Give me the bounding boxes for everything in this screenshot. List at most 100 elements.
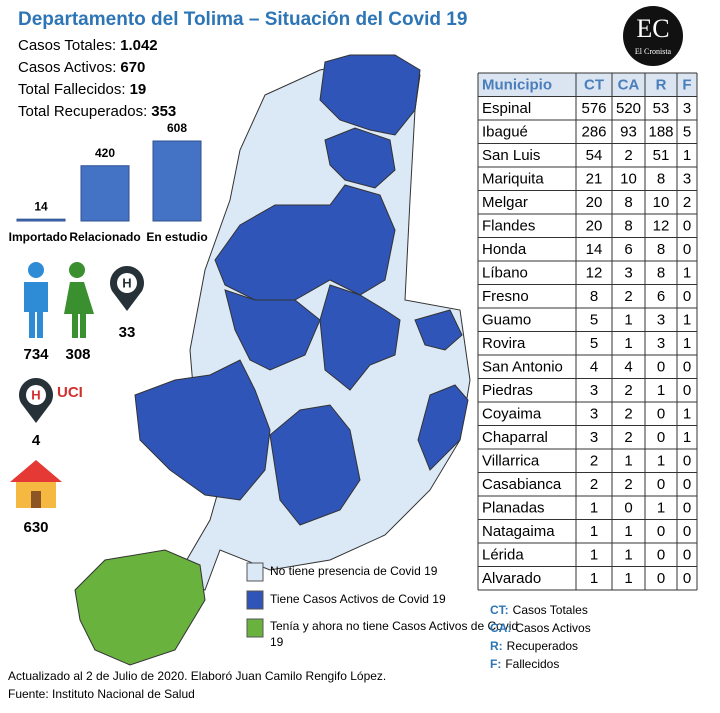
uci-pin-inner [26, 385, 46, 405]
table-cell: 20 [586, 194, 603, 211]
table-cell: 3 [590, 382, 598, 399]
table-cell: 8 [590, 288, 598, 305]
table-cell: Lérida [482, 547, 524, 564]
table-header: R [656, 77, 667, 94]
map [74, 54, 471, 666]
table-cell: 0 [683, 523, 691, 540]
table-cell: 1 [590, 570, 598, 587]
stat: Total Recuperados: 353 [18, 103, 176, 120]
text-part: Casos Activos: [18, 59, 116, 76]
table-cell: 12 [653, 218, 670, 235]
text-part: Casos Activos [515, 621, 590, 635]
table-cell: 53 [653, 100, 670, 117]
table-cell: 8 [624, 194, 632, 211]
table-cell: 1 [624, 523, 632, 540]
text-part: 670 [120, 59, 145, 76]
table-cell: 0 [657, 429, 665, 446]
text-part: 19 [270, 635, 284, 649]
table-cell: 0 [624, 500, 632, 517]
table-cell: 1 [590, 547, 598, 564]
table-cell: 51 [653, 147, 670, 164]
logo-initials: EC [636, 14, 669, 43]
table-cell: 0 [683, 288, 691, 305]
table-cell: Mariquita [482, 171, 544, 188]
legend-swatch [246, 590, 264, 610]
table-cell: 0 [683, 500, 691, 517]
stat: Casos Activos: 670 [18, 59, 145, 76]
table-cell: 3 [657, 312, 665, 329]
legend-label: Tiene Casos Activos de Covid 19 [270, 592, 446, 606]
table-cell: Alvarado [482, 570, 541, 587]
table-cell: 1 [683, 312, 691, 329]
table-cell: 2 [590, 453, 598, 470]
table-cell: 8 [624, 218, 632, 235]
table-cell: Ibagué [482, 124, 528, 141]
house-door [31, 491, 41, 508]
stat: Total Fallecidos: 19 [18, 81, 146, 98]
table-cell: 1 [624, 547, 632, 564]
table-cell: 0 [657, 523, 665, 540]
table-cell: 1 [657, 382, 665, 399]
men-count: 734 [23, 346, 49, 363]
table-cell: 188 [648, 124, 673, 141]
table-cell: Casabianca [482, 476, 562, 493]
text-part: CT: [490, 603, 509, 617]
table-header: CT [584, 77, 604, 94]
table-cell: 8 [657, 171, 665, 188]
table-cell: 3 [683, 100, 691, 117]
table-cell: Coyaima [482, 406, 542, 423]
table-cell: Chaparral [482, 429, 548, 446]
table-cell: Espinal [482, 100, 531, 117]
table-cell: Villarrica [482, 453, 540, 470]
table-cell: 3 [590, 429, 598, 446]
table-cell: 0 [683, 382, 691, 399]
table-cell: 6 [657, 288, 665, 305]
table-cell: 0 [683, 476, 691, 493]
table-header: CA [618, 77, 640, 94]
hospital-count: 33 [119, 324, 136, 341]
table-cell: 21 [586, 171, 603, 188]
table-cell: 5 [590, 312, 598, 329]
text-part: 353 [151, 103, 176, 120]
table-cell: 0 [683, 218, 691, 235]
footer-line: Actualizado al 2 de Julio de 2020. Elabo… [8, 669, 386, 683]
house-roof [10, 460, 62, 482]
table-cell: San Luis [482, 147, 540, 164]
table-cell: Líbano [482, 265, 528, 282]
table-cell: 1 [657, 453, 665, 470]
table-cell: 0 [657, 547, 665, 564]
value-label: 420 [95, 146, 115, 160]
table-cell: 93 [620, 124, 637, 141]
table-cell: 286 [581, 124, 606, 141]
table-cell: 1 [624, 453, 632, 470]
table-cell: Piedras [482, 382, 533, 399]
abbreviation: CT: Casos Totales [490, 603, 588, 617]
table-cell: 2 [590, 476, 598, 493]
uci-count: 4 [32, 432, 41, 449]
table-cell: 1 [590, 523, 598, 540]
table-cell: Guamo [482, 312, 531, 329]
table-cell: 5 [590, 335, 598, 352]
table-header: F [682, 77, 691, 94]
text-part: Fallecidos [505, 657, 559, 671]
text-part: Tenía y ahora no tiene Casos Activos de … [270, 619, 518, 633]
text-part: Total Recuperados: [18, 103, 147, 120]
logo-badge [623, 6, 683, 66]
table-cell: 1 [683, 429, 691, 446]
man-head [28, 262, 44, 278]
value-label: 14 [34, 199, 48, 213]
table-cell: 0 [683, 453, 691, 470]
women-count: 308 [65, 346, 90, 363]
table-cell: 576 [581, 100, 606, 117]
table-cell: Rovira [482, 335, 526, 352]
legend-label: Tenía y ahora no tiene Casos Activos de … [270, 619, 518, 649]
table-cell: 3 [624, 265, 632, 282]
table-cell: 1 [624, 570, 632, 587]
table-cell: 1 [683, 147, 691, 164]
text-part: Casos Totales [513, 603, 588, 617]
table-cell: 1 [683, 406, 691, 423]
man-body [24, 282, 48, 338]
table-cell: Fresno [482, 288, 529, 305]
home-count: 630 [23, 519, 48, 536]
